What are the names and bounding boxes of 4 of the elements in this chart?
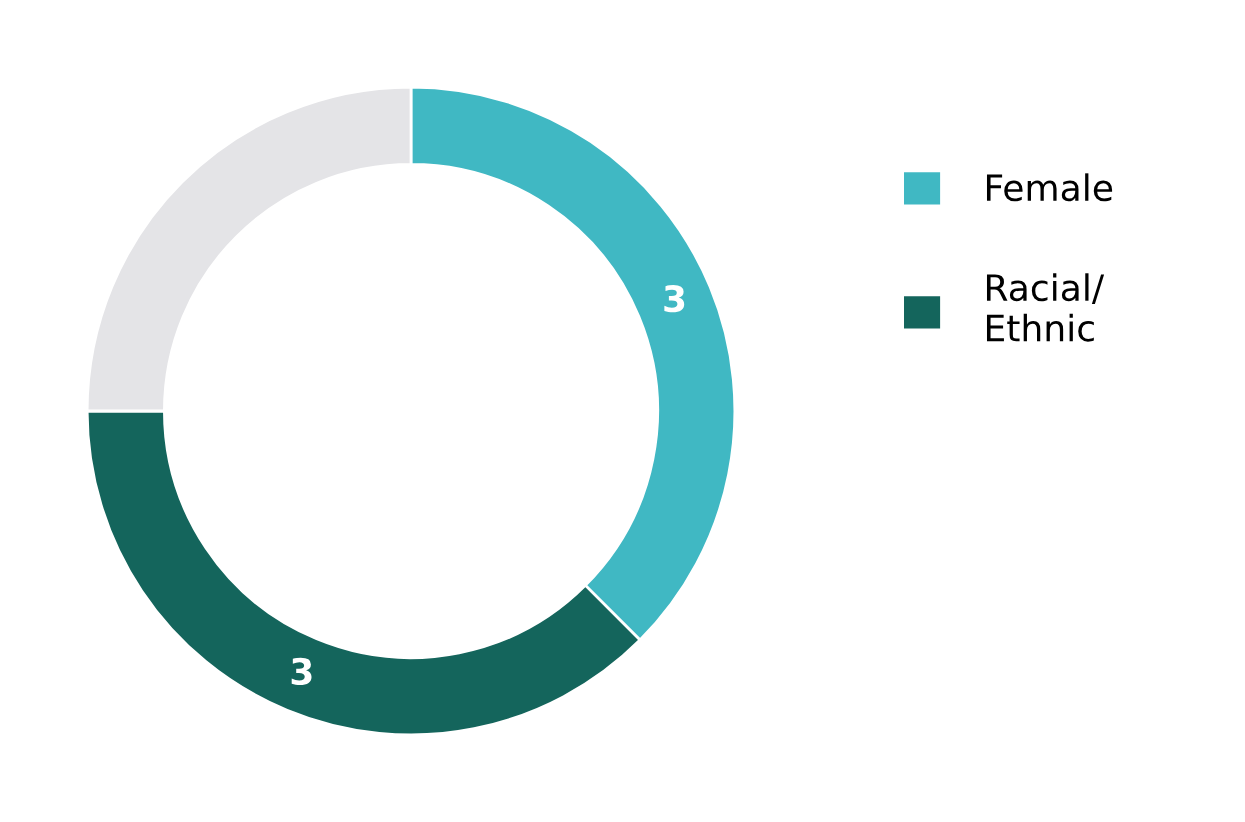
data-label: 3 xyxy=(291,657,312,685)
data-label: 3 xyxy=(664,285,685,313)
legend-label: Racial/ Ethnic xyxy=(986,273,1105,342)
legend-label: Female xyxy=(986,173,1113,202)
